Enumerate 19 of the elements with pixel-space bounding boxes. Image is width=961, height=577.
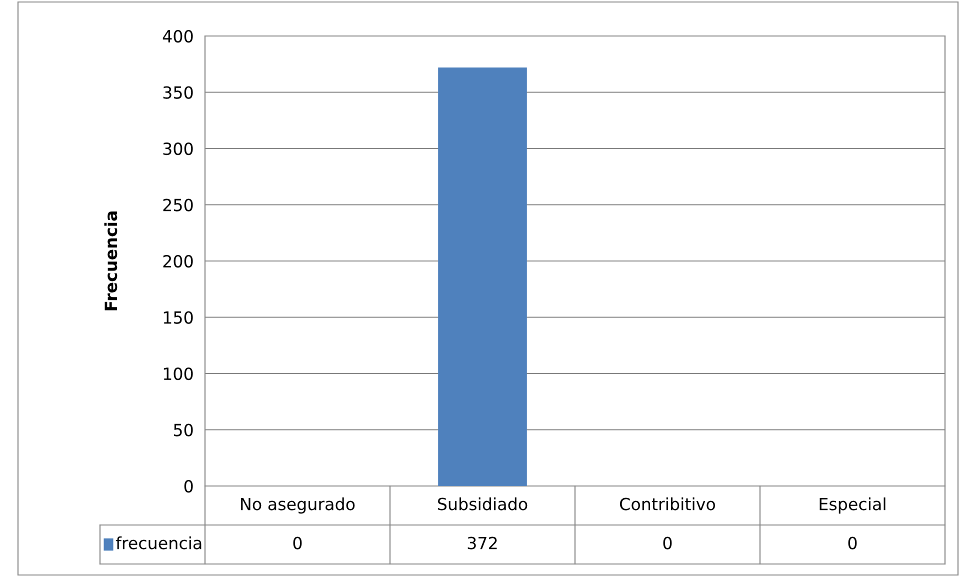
data-label: 0 [848, 536, 857, 550]
y-tick-label: 100 [164, 367, 193, 380]
data-label: 372 [468, 536, 497, 550]
x-tick-label: No asegurado [241, 497, 355, 514]
y-tick-label: 400 [162, 30, 193, 43]
x-tick-label: Contribitivo [620, 497, 716, 510]
data-label: 0 [663, 536, 672, 550]
y-tick-label: 150 [164, 311, 193, 324]
y-tick-label: 0 [184, 480, 193, 493]
y-tick-label: 50 [174, 424, 193, 436]
y-axis-title: Frecuencia [104, 212, 118, 310]
data-label: 0 [293, 536, 302, 550]
legend-label: frecuencia [116, 536, 202, 550]
y-tick-label: 350 [163, 86, 193, 99]
y-tick-label: 300 [163, 142, 193, 156]
x-tick-label: Especial [820, 497, 886, 514]
x-tick-label: Subsidiado [438, 497, 528, 510]
y-tick-label: 200 [163, 254, 193, 268]
y-tick-label: 250 [163, 198, 193, 212]
